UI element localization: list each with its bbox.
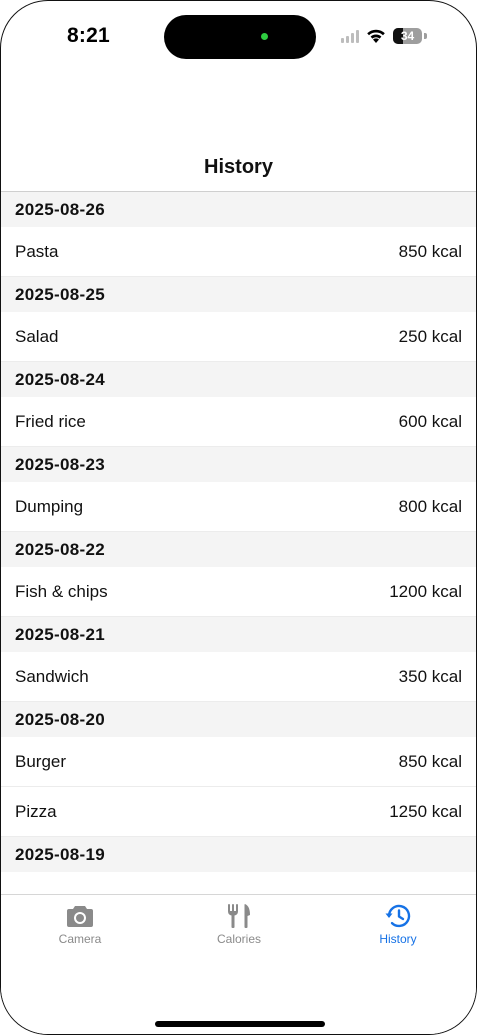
status-time: 8:21 [67, 24, 110, 47]
header-divider [1, 191, 476, 192]
tab-label: History [379, 932, 417, 946]
meal-name: Pasta [15, 241, 59, 261]
fork-knife-icon [228, 904, 250, 928]
date-section-header: 2025-08-21 [1, 617, 476, 652]
wifi-icon [367, 29, 385, 43]
battery-cap [424, 33, 427, 39]
camera-icon [67, 906, 93, 927]
tab-camera[interactable]: Camera [20, 903, 140, 946]
meal-calories: 800 kcal [398, 496, 462, 516]
dynamic-island [164, 15, 316, 59]
meal-calories: 1250 kcal [389, 801, 462, 821]
battery-level: 34 [400, 29, 415, 43]
meal-calories: 850 kcal [398, 241, 462, 261]
meal-name: Fried rice [15, 411, 86, 431]
tab-label: Calories [216, 932, 261, 946]
date-section-header: 2025-08-20 [1, 702, 476, 737]
meal-row[interactable]: Fried rice 600 kcal [1, 397, 476, 447]
meal-calories: 250 kcal [398, 326, 462, 346]
date-section-header: 2025-08-24 [1, 362, 476, 397]
meal-name: Burger [15, 751, 67, 771]
history-list[interactable]: 2025-08-26 Pasta 850 kcal 2025-08-25 Salad 25… [1, 192, 476, 894]
meal-row[interactable]: Dumping 800 kcal [1, 482, 476, 532]
battery-fill [393, 28, 403, 44]
date-section-header: 2025-08-23 [1, 447, 476, 482]
meal-row[interactable]: Pizza 1250 kcal [1, 787, 476, 837]
meal-calories: 600 kcal [398, 411, 462, 431]
meal-name: Fish & chips [15, 581, 108, 601]
meal-row[interactable]: Salad 250 kcal [1, 312, 476, 362]
meal-name: Sandwich [15, 666, 89, 686]
meal-calories: 850 kcal [398, 751, 462, 771]
tab-bar: Camera Calories History [1, 894, 476, 1034]
camera-indicator-dot [261, 33, 268, 40]
date-section-header: 2025-08-26 [1, 192, 476, 227]
meal-name: Salad [15, 326, 59, 346]
meal-row[interactable]: Pasta 850 kcal [1, 227, 476, 277]
meal-calories: 1200 kcal [389, 581, 462, 601]
page-title: History [204, 156, 273, 178]
date-section-header: 2025-08-19 [1, 837, 476, 872]
meal-calories: 350 kcal [398, 666, 462, 686]
meal-name: Pizza [15, 801, 57, 821]
tab-history[interactable]: History [338, 903, 458, 946]
meal-row[interactable]: Burger 850 kcal [1, 737, 476, 787]
home-indicator[interactable] [155, 1021, 325, 1027]
tab-label: Camera [58, 932, 102, 946]
status-indicators: 34 [341, 25, 427, 47]
date-section-header: 2025-08-25 [1, 277, 476, 312]
battery-icon: 34 [393, 28, 422, 44]
tab-calories[interactable]: Calories [179, 903, 299, 946]
meal-row[interactable]: Sandwich 350 kcal [1, 652, 476, 702]
date-section-header: 2025-08-22 [1, 532, 476, 567]
clock-history-icon [385, 904, 411, 928]
meal-name: Dumping [15, 496, 84, 516]
meal-row[interactable]: Fish & chips 1200 kcal [1, 567, 476, 617]
cellular-signal-icon [341, 29, 359, 43]
